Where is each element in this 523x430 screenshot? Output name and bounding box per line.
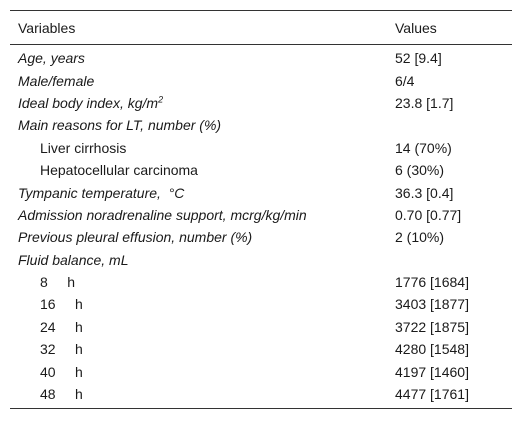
row-label: Main reasons for LT, number (%) (10, 117, 395, 133)
row-label-text: 40 h (40, 363, 83, 380)
row-value: 4477 [1761] (395, 386, 469, 403)
row-label-text: Hepatocellular carcinoma (40, 162, 198, 179)
row-label: 24 h (10, 319, 395, 335)
table-bottom-rule (10, 408, 512, 410)
table-row: Ideal body index, kg/m2 23.8 [1.7] (10, 92, 512, 114)
table-header: Variables Values (10, 11, 512, 45)
table-row: 40 h 4197 [1460] (10, 360, 512, 382)
row-value: 6/4 (395, 72, 415, 89)
row-label: Tympanic temperature, °C (10, 185, 395, 201)
header-values: Values (395, 19, 437, 36)
table-row: 48 h 4477 [1761] (10, 383, 512, 405)
table-row: Liver cirrhosis 14 (70%) (10, 137, 512, 159)
row-label-text: Previous pleural effusion, number (%) (18, 229, 253, 246)
row-label-text: Fluid balance, mL (18, 251, 129, 268)
table-row: Main reasons for LT, number (%) (10, 114, 512, 136)
row-value: 1776 [1684] (395, 274, 469, 291)
header-variables: Variables (18, 19, 76, 36)
row-value: 2 (10%) (395, 229, 445, 246)
table-row: Male/female 6/4 (10, 69, 512, 91)
row-value: 4280 [1548] (395, 341, 469, 358)
row-label: Male/female (10, 73, 395, 89)
row-value: 3722 [1875] (395, 318, 469, 335)
row-label: Hepatocellular carcinoma (10, 162, 395, 178)
row-value: 3403 [1877] (395, 296, 469, 313)
row-label: Fluid balance, mL (10, 252, 395, 268)
row-label: 16 h (10, 296, 395, 312)
row-label-text: Liver cirrhosis (40, 139, 127, 156)
table-top-rule (10, 10, 512, 11)
row-label-text: 24 h (40, 318, 83, 335)
table-row: Tympanic temperature, °C 36.3 [0.4] (10, 181, 512, 203)
table-row: Fluid balance, mL (10, 249, 512, 271)
row-label-text: Tympanic temperature, °C (18, 184, 185, 201)
table-row: 16 h 3403 [1877] (10, 293, 512, 315)
row-label-text: 8 h (40, 274, 76, 291)
row-label-text: Admission noradrenaline support, mcrg/kg… (18, 206, 307, 223)
row-value: 4197 [1460] (395, 363, 469, 380)
row-value: 23.8 [1.7] (395, 94, 454, 111)
table-row: Previous pleural effusion, number (%) 2 (… (10, 226, 512, 248)
row-label: Previous pleural effusion, number (%) (10, 229, 395, 245)
table-row: 8 h 1776 [1684] (10, 271, 512, 293)
row-value: 14 (70%) (395, 139, 452, 156)
row-value: 0.70 [0.77] (395, 206, 462, 223)
row-label-text: Male/female (18, 72, 95, 89)
data-table: Variables Values Age, years 52 [9.4] Male/… (10, 10, 512, 410)
row-label-text: 16 h (40, 296, 83, 313)
row-label: Admission noradrenaline support, mcrg/kg… (10, 207, 395, 223)
row-label: Liver cirrhosis (10, 140, 395, 156)
row-label-text: 48 h (40, 386, 83, 403)
table-row: Admission noradrenaline support, mcrg/kg… (10, 204, 512, 226)
row-label: 48 h (10, 386, 395, 402)
row-value: 36.3 [0.4] (395, 184, 454, 201)
row-label: 32 h (10, 341, 395, 357)
row-label: 40 h (10, 364, 395, 380)
row-label: Ideal body index, kg/m2 (10, 95, 395, 111)
table-row: Age, years 52 [9.4] (10, 47, 512, 69)
table-row: 32 h 4280 [1548] (10, 338, 512, 360)
row-label: Age, years (10, 50, 395, 66)
row-value: 52 [9.4] (395, 50, 442, 67)
row-label-text: Main reasons for LT, number (%) (18, 117, 222, 134)
table-row: Hepatocellular carcinoma 6 (30%) (10, 159, 512, 181)
row-value: 6 (30%) (395, 162, 445, 179)
row-label-superscript: 2 (158, 94, 164, 105)
row-label: 8 h (10, 274, 395, 290)
table-body: Age, years 52 [9.4] Male/female 6/4 Ideal bo… (10, 45, 512, 408)
row-label-text: Age, years (18, 50, 85, 67)
row-label-text: Ideal body index, kg/m (18, 94, 159, 111)
table-row: 24 h 3722 [1875] (10, 316, 512, 338)
row-label-text: 32 h (40, 341, 83, 358)
